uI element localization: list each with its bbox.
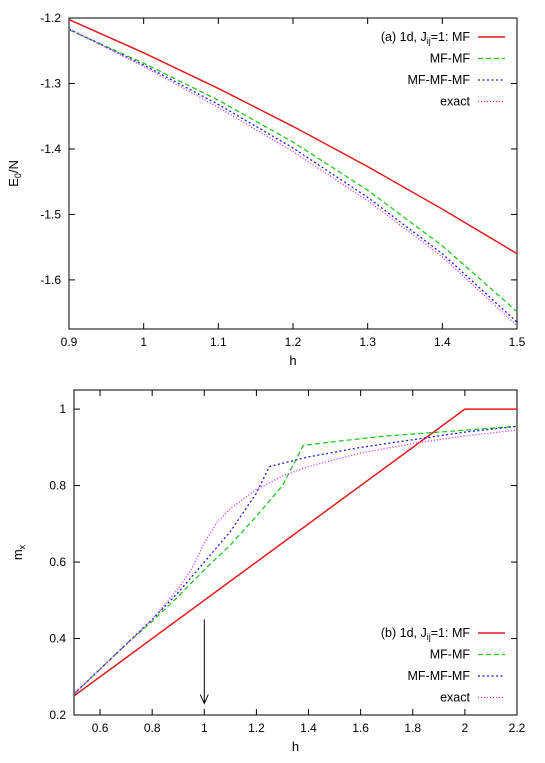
panel-a: 0.9 1 1.1 1.2 1.3 1.4 1.5 -1.2 -1.3 -1.4 -1.5 -1.6 h… <box>6 11 526 368</box>
legend-title: (a) 1d, J <box>381 30 427 44</box>
x-tick-label: 0.6 <box>92 721 109 735</box>
x-tick-label: 1.6 <box>352 721 369 735</box>
legend-label-exact: exact <box>440 691 470 705</box>
y-tick-label: 0.8 <box>49 479 66 493</box>
legend-label-mf: (a) 1d, Jij=1: MF <box>381 30 470 46</box>
plot-frame <box>73 389 518 716</box>
x-tick-label: 1.2 <box>285 335 302 349</box>
x-tick-label: 2.2 <box>509 721 526 735</box>
x-tick-label: 2 <box>462 721 469 735</box>
legend-title-tail: =1: MF <box>431 30 471 44</box>
y-tick-label: 0.6 <box>49 555 66 569</box>
legend-label-mf: (b) 1d, Jij=1: MF <box>381 626 470 642</box>
legend-label-mf-mf: MF-MF <box>430 52 471 66</box>
y-axis-label-main: E <box>6 178 21 187</box>
x-tick-label: 1.3 <box>359 335 376 349</box>
y-axis-label-sub: 0 <box>13 173 23 178</box>
legend-title-sub: ij <box>427 632 431 642</box>
legend-label-exact: exact <box>440 95 470 109</box>
x-tick-label: 1.4 <box>300 721 317 735</box>
panel-b: 0.6 0.8 1 1.2 1.4 1.6 1.8 2 2.2 0.2 0.4 0.6 0.8 1 h mx (… <box>10 389 526 754</box>
y-tick-label: 1 <box>59 402 66 416</box>
x-tick-label: 1 <box>201 721 208 735</box>
legend-label-mf-mf-mf: MF-MF-MF <box>408 73 471 87</box>
x-tick-label: 1.2 <box>248 721 265 735</box>
legend-title-sub: ij <box>427 36 431 46</box>
y-axis-label-sub: x <box>17 544 27 549</box>
x-tick-label: 1.4 <box>434 335 451 349</box>
arrow-head <box>199 694 209 705</box>
y-tick-label: 0.2 <box>49 708 66 722</box>
series-line-mf-mf <box>68 29 518 313</box>
y-axis-label-tail: /N <box>6 160 21 173</box>
legend-label-mf-mf-mf: MF-MF-MF <box>408 669 471 683</box>
y-tick-label: -1.2 <box>40 11 61 25</box>
x-tick-label: 1 <box>140 335 147 349</box>
series-line-mf-mf-mf <box>68 28 518 323</box>
series-line-exact <box>68 28 518 327</box>
y-axis-label: mx <box>10 544 27 560</box>
x-tick-label: 0.9 <box>61 335 78 349</box>
x-tick-label: 0.8 <box>144 721 161 735</box>
x-axis-label: h <box>292 739 299 754</box>
series-line-exact <box>73 429 518 695</box>
y-axis-label-main: m <box>10 549 25 560</box>
y-tick-label: -1.5 <box>40 207 61 221</box>
y-tick-label: 0.4 <box>49 632 66 646</box>
y-axis-label: E0/N <box>6 160 23 187</box>
legend-label-mf-mf: MF-MF <box>430 648 471 662</box>
x-tick-label: 1.1 <box>210 335 227 349</box>
y-tick-label: -1.6 <box>40 273 61 287</box>
legend-title: (b) 1d, J <box>381 626 427 640</box>
series-line-mf <box>73 408 517 697</box>
y-tick-label: -1.4 <box>40 142 61 156</box>
series-line-mf <box>68 18 518 255</box>
x-axis-label: h <box>289 353 296 368</box>
x-tick-label: 1.8 <box>404 721 421 735</box>
legend-title-tail: =1: MF <box>431 626 471 640</box>
y-tick-label: -1.3 <box>40 76 61 90</box>
x-tick-label: 1.5 <box>509 335 526 349</box>
series-line-mf-mf <box>73 425 518 695</box>
